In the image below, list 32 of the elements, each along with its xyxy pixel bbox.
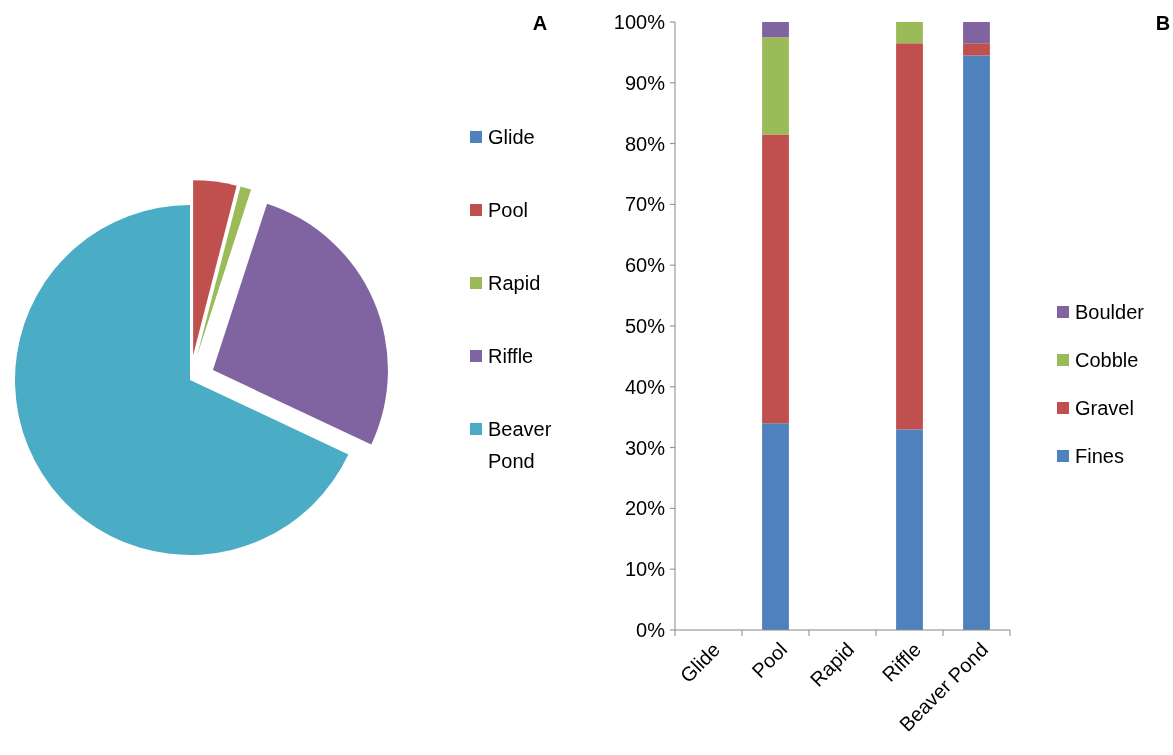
bar <box>963 22 990 44</box>
y-tick-label: 0% <box>636 619 666 641</box>
legend-label: Glide <box>488 126 535 148</box>
text: A <box>532 12 548 34</box>
y-tick-label: 70% <box>624 193 666 216</box>
bar <box>762 22 789 38</box>
y-tick-label: 30% <box>624 436 666 459</box>
bar <box>963 55 990 630</box>
bar <box>762 134 789 424</box>
y-tick-label: 20% <box>624 497 666 520</box>
legend-label: Riffle <box>488 345 534 367</box>
y-tick-label: 100% <box>613 11 666 33</box>
y-tick-label: 10% <box>624 558 666 581</box>
legend-label: Fines <box>1075 445 1124 467</box>
bar <box>896 43 923 430</box>
bar <box>896 22 923 44</box>
y-tick-label: 90% <box>624 71 666 94</box>
y-tick-label: 60% <box>624 254 666 277</box>
legend-label: Gravel <box>1075 397 1134 419</box>
bar <box>762 423 789 630</box>
bar <box>762 37 789 135</box>
y-tick-label: 50% <box>624 315 666 337</box>
legend-label: Pool <box>488 199 529 221</box>
legend-label: Cobble <box>1075 349 1139 371</box>
y-tick-label: 80% <box>624 132 666 155</box>
legend-label: Boulder <box>1075 301 1145 323</box>
text: B <box>1155 12 1171 34</box>
legend-label: Rapid <box>488 272 541 294</box>
bar <box>963 43 990 56</box>
bar <box>896 429 923 630</box>
y-tick-label: 40% <box>624 375 666 398</box>
legend-label: Beaver Pond <box>488 418 552 472</box>
